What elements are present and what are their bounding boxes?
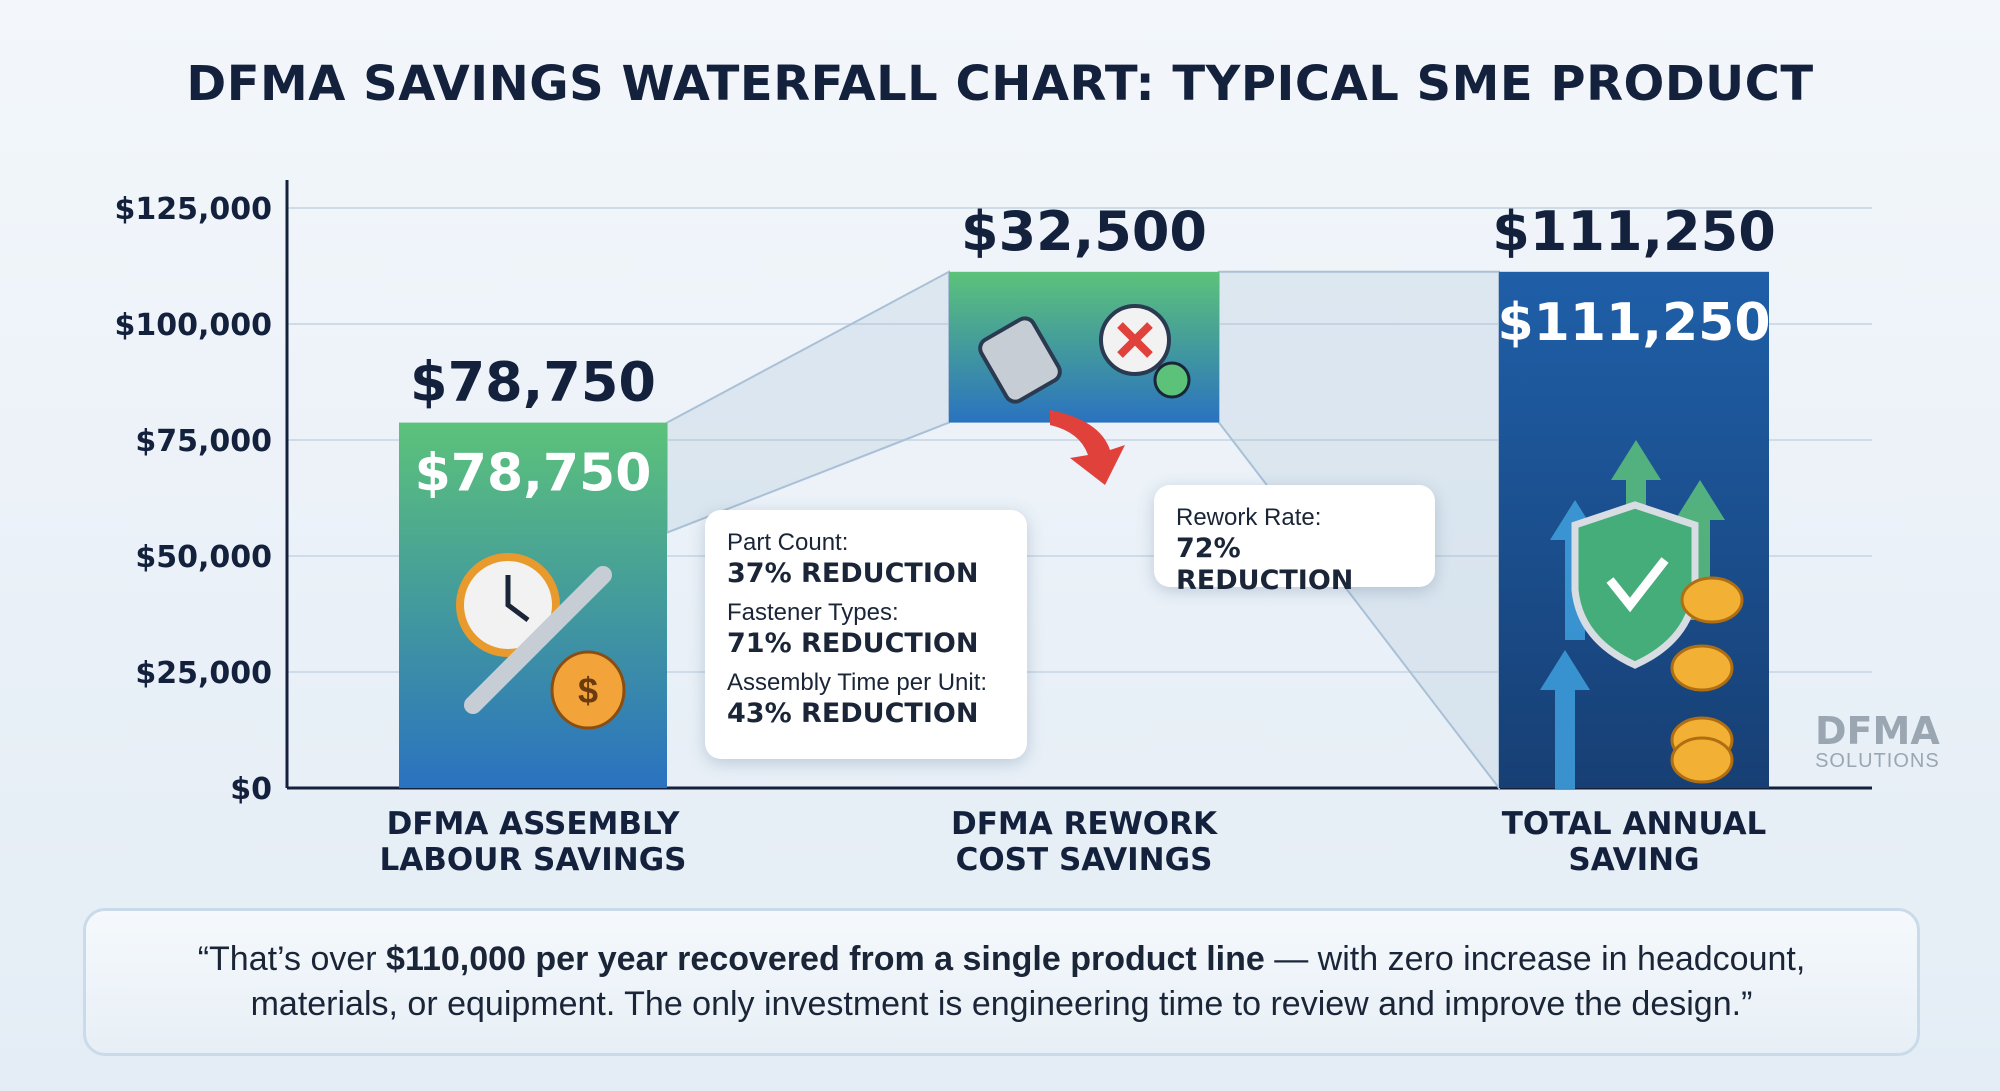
quote-text: “That’s over — [197, 940, 387, 978]
dfma-logo: DFMA SOLUTIONS — [1815, 712, 1940, 773]
bar-inner-label: $111,250 — [1497, 293, 1770, 353]
coin-icon — [1680, 576, 1744, 624]
coin-icon — [1670, 644, 1734, 692]
metric-value: 37% REDUCTION — [727, 558, 979, 589]
logo-name: DFMA — [1815, 709, 1940, 753]
coin-icon — [1670, 736, 1734, 784]
y-tick-label: $100,000 — [114, 308, 272, 343]
money-bag-icon — [550, 650, 626, 730]
up-arrow-icon — [1675, 480, 1725, 620]
clock-hands-icon — [505, 575, 530, 622]
value-label: $111,250 — [1492, 200, 1776, 263]
category-label-labour: DFMA ASSEMBLY LABOUR SAVINGS — [353, 806, 713, 878]
error-x-mark — [1117, 322, 1153, 358]
wrench-icon — [464, 566, 612, 714]
quote-highlight: $110,000 per year recovered from a singl… — [386, 940, 1265, 978]
summary-quote: “That’s over $110,000 per year recovered… — [83, 908, 1920, 1056]
category-line: DFMA REWORK — [950, 806, 1218, 842]
category-line: LABOUR SAVINGS — [379, 842, 687, 878]
y-tick-label: $75,000 — [135, 424, 272, 459]
category-line: COST SAVINGS — [955, 842, 1213, 878]
metric-value: 72% REDUCTION — [1176, 533, 1354, 596]
metric-label: Part Count: — [727, 529, 849, 556]
chart-title: DFMA SAVINGS WATERFALL CHART: TYPICAL SM… — [186, 56, 1814, 112]
value-label: $78,750 — [410, 351, 656, 414]
y-tick-label: $50,000 — [135, 540, 272, 575]
category-label-rework: DFMA REWORK COST SAVINGS — [904, 806, 1264, 878]
check-badge-icon — [1153, 361, 1191, 399]
metric-label: Fastener Types: — [727, 599, 899, 626]
waterfall-connector — [666, 270, 950, 535]
category-line: TOTAL ANNUAL — [1501, 806, 1767, 842]
metric-label: Assembly Time per Unit: — [727, 669, 988, 696]
bar-inner-label: $78,750 — [415, 444, 652, 504]
metric-value: 71% REDUCTION — [727, 628, 979, 659]
y-tick-label: $0 — [230, 772, 272, 807]
callout-labour-metrics: Part Count: 37% REDUCTION Fastener Types… — [705, 510, 1027, 759]
checkmark-icon — [1606, 557, 1669, 613]
logo-sub: SOLUTIONS — [1815, 750, 1940, 772]
metric-label: Rework Rate: — [1176, 504, 1322, 531]
dollar-sign-icon: $ — [578, 670, 598, 711]
y-tick-label: $25,000 — [135, 656, 272, 691]
callout-rework-metrics: Rework Rate: 72% REDUCTION — [1154, 485, 1435, 596]
down-arrow-icon — [1050, 410, 1125, 485]
value-label: $32,500 — [961, 200, 1207, 263]
category-line: SAVING — [1568, 842, 1700, 878]
y-tick-label: $125,000 — [114, 192, 272, 227]
quote-text: — with zero increase in headcount, mater… — [250, 940, 1806, 1023]
category-label-total: TOTAL ANNUAL SAVING — [1454, 806, 1814, 878]
part-icon — [978, 316, 1062, 404]
up-arrow-icon — [1540, 650, 1590, 790]
metric-value: 43% REDUCTION — [727, 698, 979, 729]
category-line: DFMA ASSEMBLY — [386, 806, 680, 842]
